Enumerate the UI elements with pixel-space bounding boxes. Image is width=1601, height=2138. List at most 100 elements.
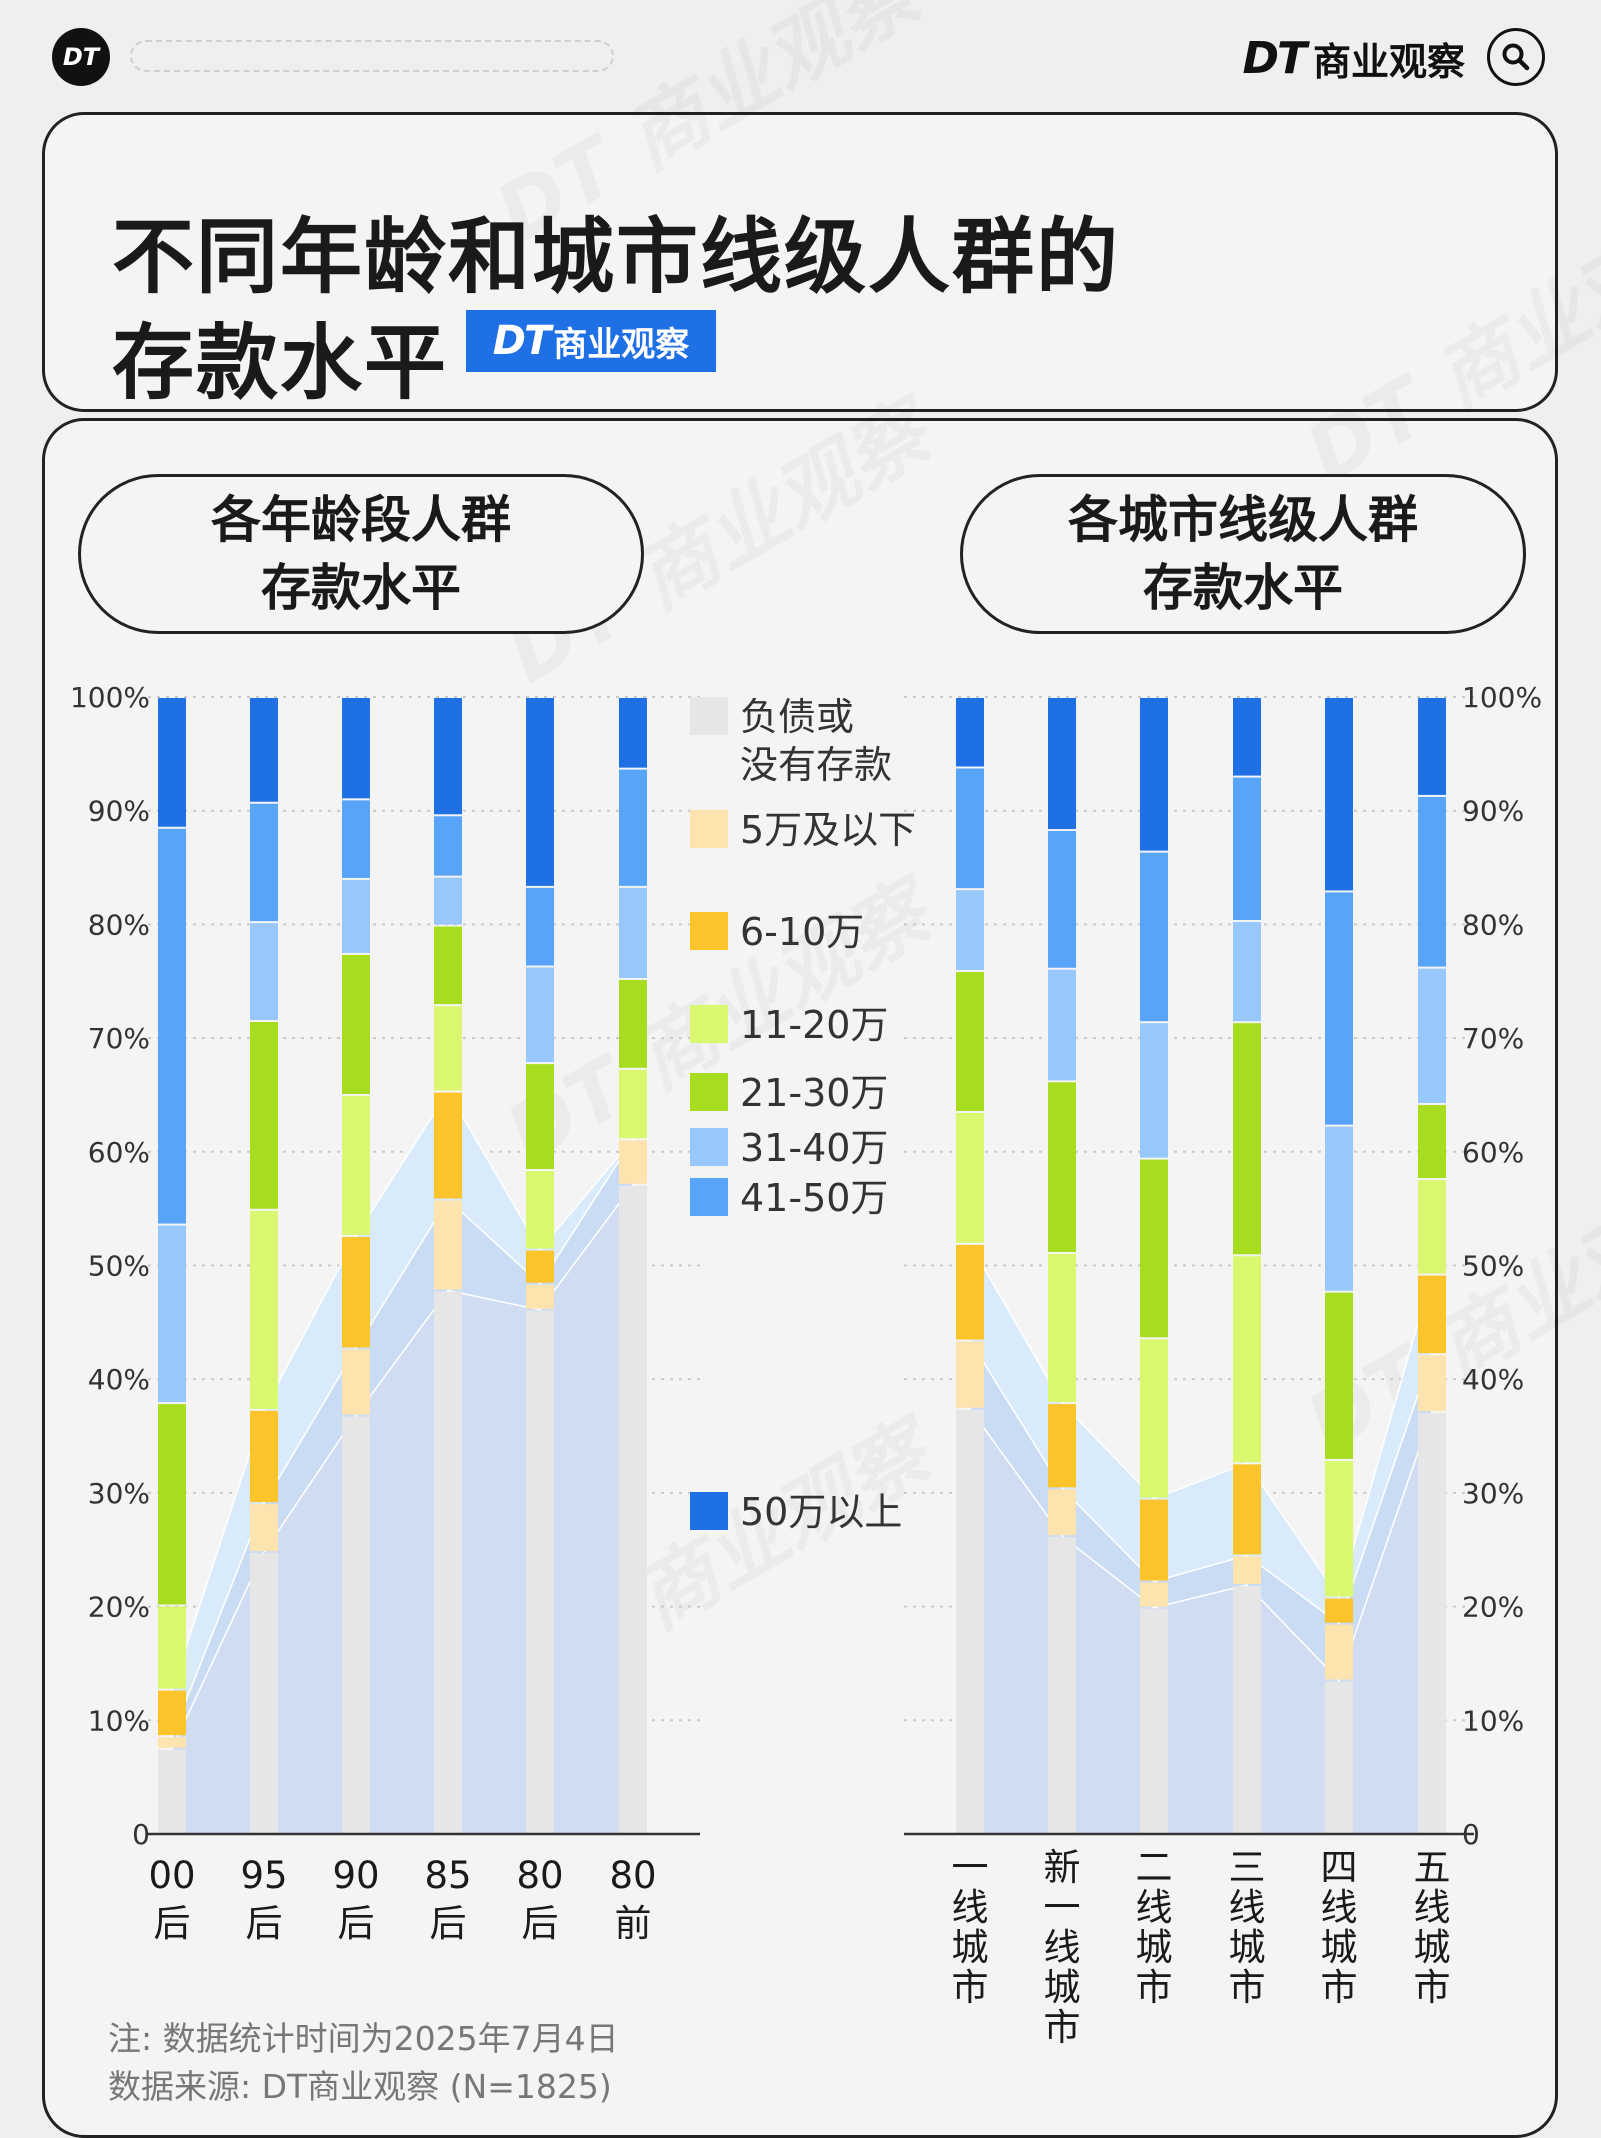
left-bar-segment: [158, 1749, 186, 1833]
left-category-label: 80: [609, 1854, 656, 1897]
right-y-tick-label: 60%: [1462, 1136, 1524, 1169]
left-bar-segment: [342, 1095, 370, 1235]
right-bar-segment: [1048, 1253, 1076, 1403]
right-y-tick-label: 100%: [1462, 681, 1542, 714]
right-bar-segment: [1140, 1023, 1168, 1158]
left-y-tick-label: 20%: [88, 1591, 150, 1624]
left-bar-segment: [158, 1690, 186, 1736]
right-category-label: 线: [1321, 1886, 1358, 1929]
right-category-label: 市: [1229, 1966, 1266, 2009]
legend-label: 31-40万: [740, 1126, 888, 1170]
left-bar-segment: [526, 698, 554, 886]
left-category-label: 后: [154, 1902, 191, 1945]
right-bar-segment: [956, 1409, 984, 1833]
search-button[interactable]: [1487, 28, 1545, 86]
right-bar-segment: [1325, 1292, 1353, 1459]
legend-label: 负债或: [740, 695, 854, 739]
right-bar-segment: [956, 972, 984, 1112]
left-chart-title: 各年龄段人群 存款水平: [78, 474, 644, 634]
right-bar-segment: [1233, 1585, 1261, 1833]
left-y-tick-label: 0: [132, 1818, 150, 1851]
left-bar-segment: [434, 1200, 462, 1290]
left-bar-segment: [619, 769, 647, 886]
right-y-tick-label: 10%: [1462, 1704, 1524, 1737]
left-bar-segment: [342, 954, 370, 1094]
right-bar-segment: [1048, 1404, 1076, 1488]
search-icon: [1502, 43, 1530, 71]
left-bar-segment: [619, 1069, 647, 1139]
brand-badge: DT 商业观察: [466, 310, 716, 372]
right-bar-segment: [1140, 1159, 1168, 1338]
right-bar-segment: [1048, 1082, 1076, 1252]
left-bar-segment: [619, 698, 647, 768]
right-category-label: 线: [1044, 1926, 1081, 1969]
right-y-tick-label: 80%: [1462, 908, 1524, 941]
right-bar-segment: [1048, 1489, 1076, 1536]
left-bar-segment: [434, 1092, 462, 1199]
right-bar-segment: [1418, 698, 1446, 795]
right-bar-segment: [1140, 1608, 1168, 1833]
note-text: 注: 数据统计时间为2025年7月4日: [108, 2019, 619, 2058]
progress-pill: [130, 40, 614, 72]
left-y-tick-label: 60%: [88, 1136, 150, 1169]
left-category-label: 前: [615, 1902, 652, 1945]
right-category-label: 四: [1321, 1846, 1358, 1889]
right-bar-segment: [1048, 831, 1076, 968]
legend-label: 21-30万: [740, 1071, 888, 1115]
legend-label: 没有存款: [740, 743, 892, 787]
right-bar-segment: [1048, 1537, 1076, 1833]
right-bar-segment: [1048, 698, 1076, 830]
left-bar-segment: [526, 1284, 554, 1309]
right-category-label: 一: [952, 1846, 989, 1889]
right-y-tick-label: 90%: [1462, 795, 1524, 828]
right-bar-segment: [1418, 1413, 1446, 1833]
left-category-label: 后: [338, 1902, 375, 1945]
right-bar-segment: [956, 768, 984, 889]
right-category-label: 城: [1136, 1926, 1173, 1969]
right-bar-segment: [1418, 1180, 1446, 1274]
right-category-label: 五: [1414, 1846, 1451, 1889]
right-y-tick-label: 50%: [1462, 1250, 1524, 1283]
right-bar-segment: [1233, 777, 1261, 920]
right-bar-segment: [1140, 852, 1168, 1022]
source-text: 数据来源: DT商业观察 (N=1825): [108, 2067, 612, 2106]
legend-swatch: [690, 697, 728, 735]
right-bar-segment: [1325, 1681, 1353, 1833]
right-y-tick-label: 0: [1462, 1818, 1480, 1851]
left-bar-segment: [619, 887, 647, 978]
left-bar-segment: [619, 1140, 647, 1184]
right-bar-segment: [1418, 796, 1446, 967]
right-bar-segment: [1418, 1105, 1446, 1179]
left-y-tick-label: 10%: [88, 1704, 150, 1737]
left-bar-segment: [342, 698, 370, 799]
legend-label: 5万及以下: [740, 808, 916, 852]
top-bar: DT DT 商业观察: [0, 0, 1601, 110]
left-category-label: 后: [246, 1902, 283, 1945]
left-category-label: 90: [332, 1854, 379, 1897]
right-category-label: 城: [952, 1926, 989, 1969]
left-bar-segment: [342, 1416, 370, 1833]
dt-logo[interactable]: DT: [52, 28, 110, 86]
legend-swatch: [690, 1178, 728, 1216]
right-category-label: 线: [1229, 1886, 1266, 1929]
right-bar-segment: [1325, 1624, 1353, 1680]
right-category-label: 城: [1044, 1966, 1081, 2009]
left-category-label: 00: [148, 1854, 195, 1897]
right-category-label: 市: [1136, 1966, 1173, 2009]
right-bar-segment: [956, 698, 984, 767]
page-title-line1: 不同年龄和城市线级人群的: [112, 210, 1121, 305]
left-bar-segment: [250, 1410, 278, 1503]
brand-name: 商业观察: [1312, 39, 1465, 84]
legend-label: 11-20万: [740, 1003, 888, 1047]
legend-swatch: [690, 810, 728, 848]
left-y-tick-label: 80%: [88, 908, 150, 941]
title-card: [42, 112, 1558, 412]
right-bar-segment: [1140, 1499, 1168, 1581]
left-y-tick-label: 100%: [70, 681, 150, 714]
right-bar-segment: [1140, 698, 1168, 851]
left-bar-segment: [158, 1225, 186, 1403]
right-category-label: 线: [952, 1886, 989, 1929]
legend-swatch: [690, 1128, 728, 1166]
right-category-label: 市: [1414, 1966, 1451, 2009]
